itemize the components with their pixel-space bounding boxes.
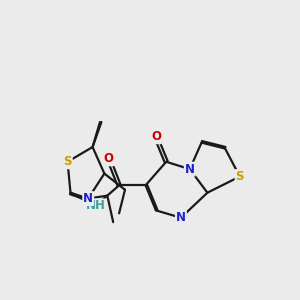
Text: S: S	[236, 170, 244, 183]
Text: N: N	[176, 211, 186, 224]
Text: N: N	[83, 192, 93, 205]
Text: S: S	[63, 155, 72, 168]
Text: NH: NH	[85, 200, 106, 212]
Text: O: O	[104, 152, 114, 165]
Text: N: N	[185, 163, 195, 176]
Text: O: O	[151, 130, 161, 143]
